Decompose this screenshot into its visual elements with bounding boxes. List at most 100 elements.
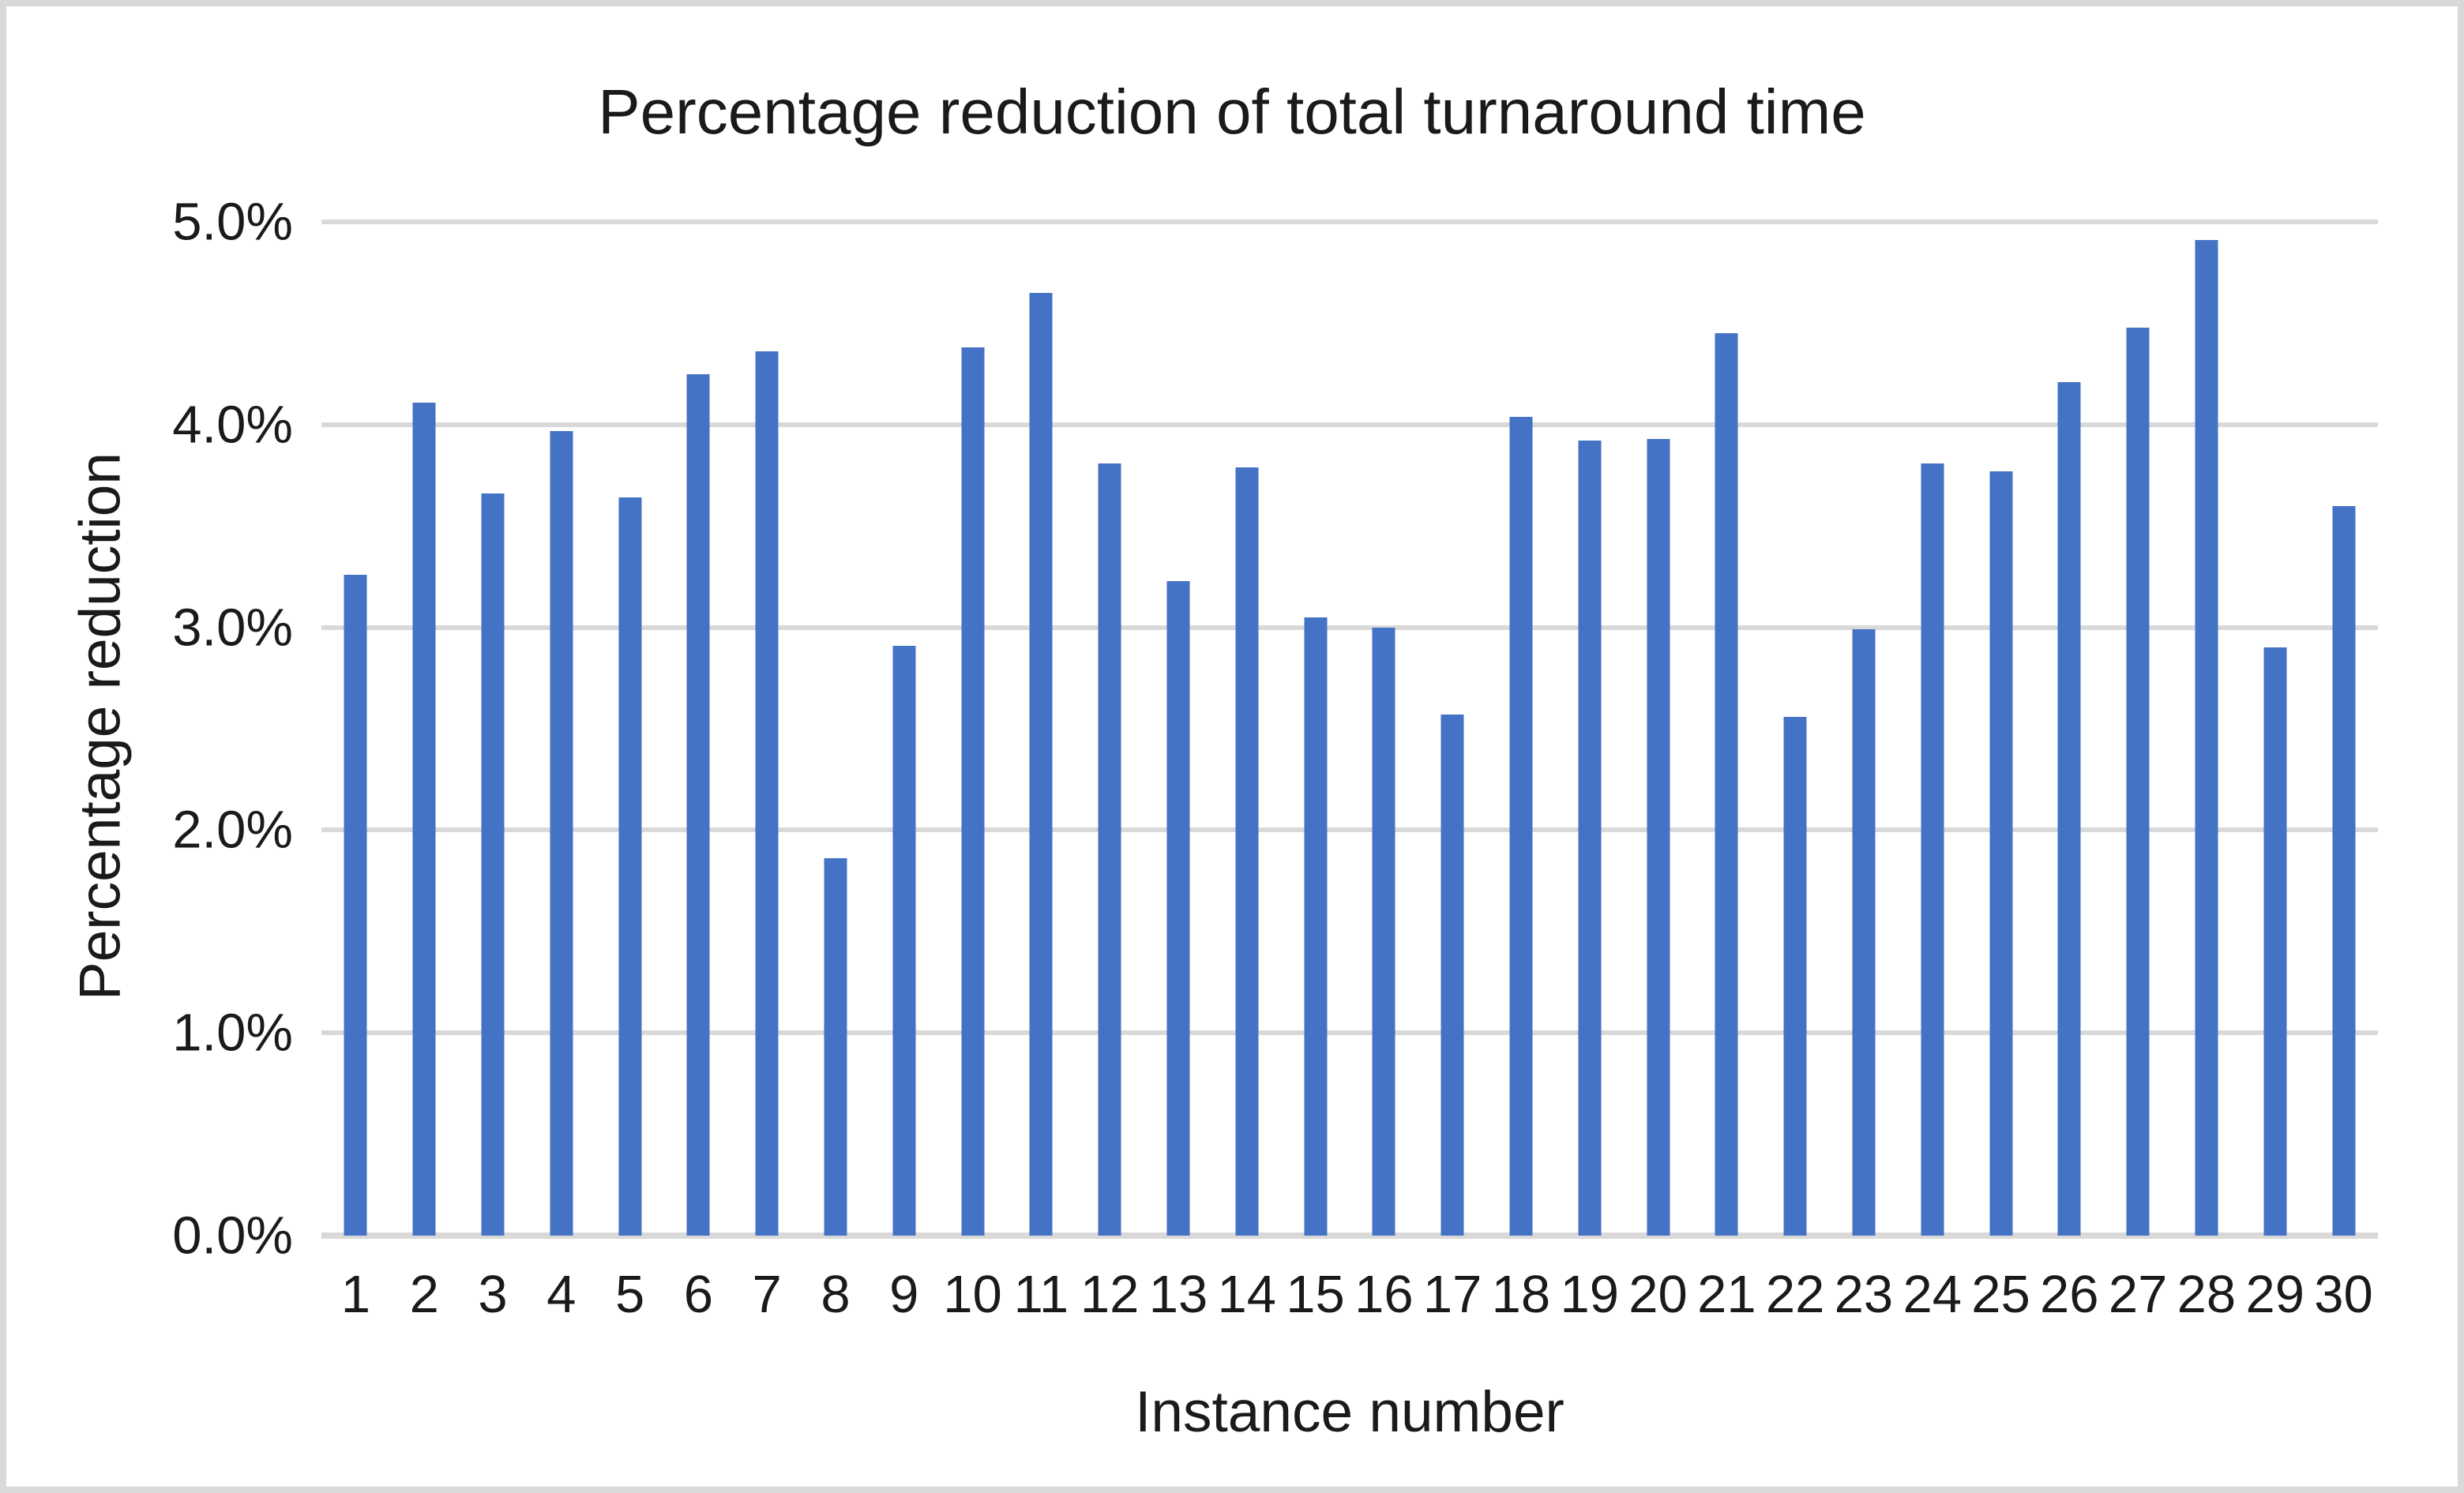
bar-instance-2 <box>412 402 436 1236</box>
bar-cell-5 <box>595 222 664 1236</box>
y-tick-label: 5.0% <box>172 192 293 252</box>
y-tick-label: 4.0% <box>172 395 293 455</box>
bar-instance-14 <box>1235 467 1259 1236</box>
x-tick-label: 23 <box>1834 1265 1894 1324</box>
x-tick-label: 9 <box>889 1265 919 1324</box>
x-tick-label: 5 <box>614 1265 645 1324</box>
bar-instance-3 <box>481 493 505 1236</box>
bar-cell-3 <box>459 222 528 1236</box>
x-axis-tick-labels: 1 2 3 4 5 6 7 8 9 10 11 12 13 14 15 16 17 18 19 20 21 22 23 24 2… <box>321 1263 2378 1326</box>
x-tick-label: 14 <box>1217 1265 1277 1324</box>
bar-cell-17 <box>1418 222 1487 1236</box>
bar-cell-26 <box>2035 222 2104 1236</box>
bar-cell-29 <box>2241 222 2309 1236</box>
bar-instance-19 <box>1578 441 1602 1236</box>
bar-instance-7 <box>755 351 779 1236</box>
x-tick-label: 29 <box>2245 1265 2304 1324</box>
bar-instance-8 <box>824 858 847 1236</box>
x-tick-label: 10 <box>943 1265 1002 1324</box>
bar-cell-1 <box>321 222 390 1236</box>
bar-cell-2 <box>390 222 459 1236</box>
bars-layer <box>321 222 2378 1236</box>
bar-instance-12 <box>1098 463 1121 1236</box>
bar-cell-8 <box>802 222 870 1236</box>
bar-instance-11 <box>1029 292 1053 1236</box>
bar-instance-9 <box>892 645 916 1236</box>
bar-instance-23 <box>1852 629 1876 1236</box>
x-axis-line <box>321 1232 2378 1239</box>
x-tick-label: 3 <box>478 1265 508 1324</box>
bar-instance-4 <box>550 430 573 1236</box>
bar-instance-20 <box>1647 438 1670 1236</box>
bar-cell-28 <box>2173 222 2241 1236</box>
bar-instance-22 <box>1783 716 1807 1236</box>
x-tick-label: 1 <box>340 1265 371 1324</box>
bar-instance-18 <box>1509 416 1533 1236</box>
bar-instance-30 <box>2332 505 2355 1236</box>
y-tick-label: 2.0% <box>172 800 293 860</box>
bar-cell-6 <box>664 222 733 1236</box>
bar-cell-22 <box>1761 222 1830 1236</box>
x-tick-label: 20 <box>1628 1265 1688 1324</box>
bar-cell-30 <box>2309 222 2378 1236</box>
bar-cell-19 <box>1555 222 1624 1236</box>
bar-instance-15 <box>1304 617 1328 1236</box>
x-tick-label: 7 <box>752 1265 782 1324</box>
x-tick-label: 4 <box>547 1265 577 1324</box>
bar-instance-21 <box>1715 333 1738 1236</box>
gridline <box>321 1030 2378 1036</box>
y-tick-label: 1.0% <box>172 1003 293 1063</box>
x-tick-label: 19 <box>1560 1265 1619 1324</box>
bar-cell-9 <box>870 222 938 1236</box>
y-tick-label: 3.0% <box>172 598 293 658</box>
x-tick-label: 25 <box>1971 1265 2030 1324</box>
bar-cell-12 <box>1076 222 1144 1236</box>
bar-cell-7 <box>733 222 802 1236</box>
bar-instance-28 <box>2195 240 2218 1236</box>
bar-cell-24 <box>1898 222 1966 1236</box>
chart-title: Percentage reduction of total turnaround… <box>598 77 1866 147</box>
bar-instance-6 <box>686 373 710 1236</box>
bar-instance-16 <box>1372 627 1395 1236</box>
gridline <box>321 625 2378 630</box>
bar-cell-21 <box>1692 222 1761 1236</box>
x-tick-label: 26 <box>2040 1265 2099 1324</box>
bar-instance-17 <box>1440 715 1464 1236</box>
bar-cell-10 <box>938 222 1007 1236</box>
x-tick-label: 13 <box>1148 1265 1208 1324</box>
y-axis-tick-labels: 0.0% 1.0% 2.0% 3.0% 4.0% 5.0% <box>6 193 304 1266</box>
x-tick-label: 16 <box>1354 1265 1414 1324</box>
bar-cell-15 <box>1281 222 1350 1236</box>
bar-cell-27 <box>2104 222 2173 1236</box>
y-tick-label: 0.0% <box>172 1206 293 1266</box>
x-tick-label: 12 <box>1080 1265 1140 1324</box>
x-tick-label: 30 <box>2314 1265 2373 1324</box>
x-tick-label: 21 <box>1697 1265 1756 1324</box>
x-axis-title: Instance number <box>1135 1380 1564 1444</box>
x-tick-label: 15 <box>1286 1265 1345 1324</box>
x-tick-label: 2 <box>409 1265 439 1324</box>
bar-cell-23 <box>1830 222 1899 1236</box>
bar-cell-4 <box>527 222 595 1236</box>
bar-instance-13 <box>1166 580 1190 1236</box>
x-tick-label: 24 <box>1902 1265 1962 1324</box>
bar-cell-20 <box>1624 222 1692 1236</box>
gridline <box>321 422 2378 427</box>
x-tick-label: 18 <box>1491 1265 1551 1324</box>
x-tick-label: 11 <box>1013 1265 1069 1324</box>
bar-instance-10 <box>961 347 985 1236</box>
bar-instance-25 <box>1989 471 2013 1236</box>
bar-cell-25 <box>1966 222 2035 1236</box>
gridline <box>321 827 2378 833</box>
bar-instance-5 <box>618 497 642 1236</box>
x-tick-label: 22 <box>1765 1265 1825 1324</box>
bar-instance-27 <box>2126 327 2150 1236</box>
bar-cell-11 <box>1007 222 1076 1236</box>
bar-cell-16 <box>1350 222 1418 1236</box>
x-tick-label: 8 <box>821 1265 851 1324</box>
bar-instance-24 <box>1921 463 1944 1236</box>
x-tick-label: 6 <box>683 1265 714 1324</box>
plot-area <box>321 219 2378 1239</box>
gridline <box>321 219 2378 224</box>
